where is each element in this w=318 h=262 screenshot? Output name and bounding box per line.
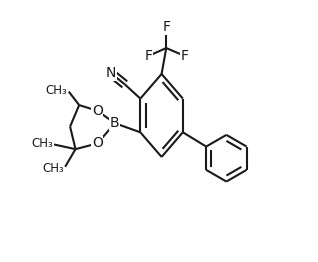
Text: O: O bbox=[92, 104, 103, 118]
Text: N: N bbox=[106, 67, 116, 80]
Text: O: O bbox=[92, 137, 103, 150]
Text: F: F bbox=[180, 49, 188, 63]
Text: CH₃: CH₃ bbox=[42, 162, 64, 175]
Text: F: F bbox=[145, 49, 153, 63]
Text: B: B bbox=[110, 116, 120, 130]
Text: CH₃: CH₃ bbox=[31, 137, 53, 150]
Text: F: F bbox=[162, 20, 170, 34]
Text: CH₃: CH₃ bbox=[45, 84, 67, 97]
